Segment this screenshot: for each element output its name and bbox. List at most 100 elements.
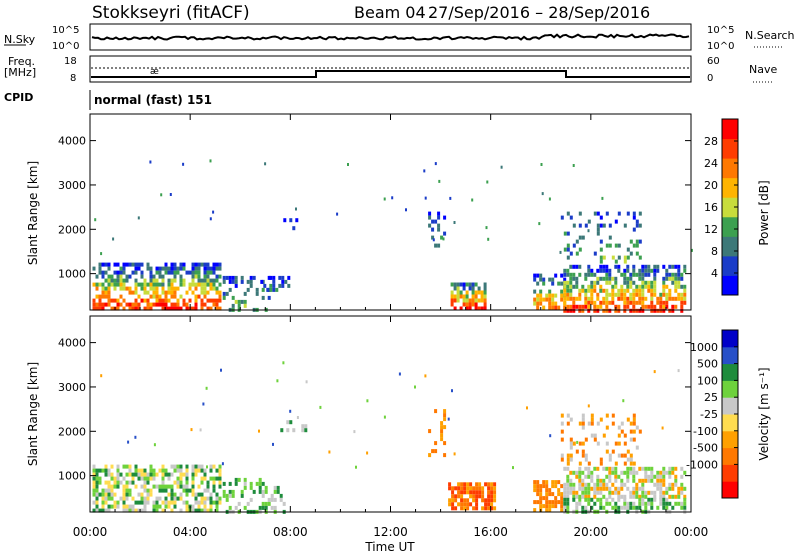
data-cell [653,474,657,479]
data-cell [560,289,564,294]
data-cell [182,500,186,505]
data-cell [173,266,177,271]
data-cell [222,295,226,300]
data-cell [460,502,464,507]
data-cell [146,476,150,481]
data-cell [185,492,189,497]
data-cell [152,290,156,295]
data-cell [263,283,267,288]
data-cell [548,277,552,282]
data-cell [215,492,219,497]
data-cell [161,278,165,283]
data-cell [563,272,567,277]
y-tick-label: 3000 [58,179,86,192]
data-cell [560,215,564,220]
data-cell [191,278,195,283]
data-cell [575,296,579,301]
colorbar-tick-label: 8 [711,245,718,258]
data-cell [125,504,129,509]
data-cell [131,496,135,501]
nave-tick-top: 60 [707,56,720,67]
data-cell [623,497,627,502]
data-cell [443,409,447,414]
data-cell [222,489,226,494]
data-cell [188,270,192,275]
data-cell [560,297,564,302]
data-cell [140,508,144,513]
data-cell [212,278,216,283]
data-cell [477,306,481,311]
data-cell [179,306,183,311]
data-cell [128,492,132,497]
data-cell [674,288,678,293]
data-cell [454,494,458,499]
data-cell [593,284,597,289]
data-cell [215,262,219,267]
data-cell [176,464,180,469]
data-cell [578,478,582,483]
data-cell [194,286,198,291]
data-cell [599,239,603,244]
data-cell [665,501,669,506]
data-cell [629,308,633,313]
data-cell [632,413,636,418]
data-cell [572,497,576,502]
data-cell [164,500,168,505]
data-cell [641,482,645,487]
data-cell [434,449,438,454]
data-cell [572,470,576,475]
data-cell [460,506,464,511]
data-cell [671,308,675,313]
data-cell [578,466,582,471]
data-cell [119,286,123,291]
data-cell [107,492,111,497]
data-cell [578,441,582,446]
data-cell [471,302,475,307]
data-cell [218,290,222,295]
data-cell [620,453,624,458]
data-cell [134,306,138,311]
data-cell [602,268,606,273]
data-cell [549,434,552,438]
data-cell [587,486,591,491]
data-cell [602,478,606,483]
data-cell [599,417,603,422]
data-cell [599,259,603,264]
data-cell [623,272,627,277]
data-cell [620,284,624,289]
data-cell [572,490,576,495]
data-cell [466,482,470,487]
data-cell [662,490,666,495]
x-tick-label: 00:00 [674,525,709,539]
data-cell [536,293,540,298]
data-cell [584,466,588,471]
data-cell [590,284,594,289]
data-cell [212,500,216,505]
data-cell [122,262,126,267]
data-cell [605,268,609,273]
data-cell [569,417,573,422]
data-cell [234,283,238,288]
data-cell [469,482,473,487]
data-cell [581,453,585,458]
data-cell [128,286,132,291]
data-cell [545,297,549,302]
data-cell [563,466,567,471]
data-cell [605,280,609,285]
data-cell [650,308,654,313]
data-cell [197,504,201,509]
data-cell [164,262,168,267]
data-cell [563,292,567,297]
data-cell [644,505,648,510]
data-cell [234,481,238,486]
data-cell [587,501,591,506]
data-cell [101,500,105,505]
data-cell [641,501,645,506]
data-cell [101,262,105,267]
data-cell [659,304,663,309]
data-cell [578,474,582,479]
data-cell [92,464,96,469]
data-cell [680,482,684,487]
data-cell [647,264,651,269]
data-cell [209,159,212,163]
